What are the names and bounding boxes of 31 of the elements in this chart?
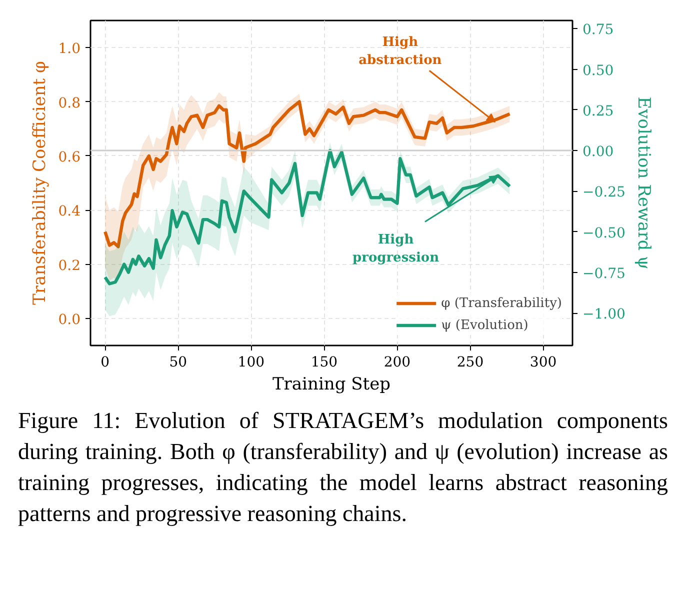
y2-tick-label: −0.50 — [582, 225, 626, 242]
annotation: High abstraction — [358, 35, 442, 68]
y2-axis-title: Evolution Reward ψ — [633, 96, 654, 270]
y2-tick-label: −0.75 — [582, 266, 626, 282]
y-tick-label: 0.8 — [58, 95, 80, 112]
x-tick-label: 150 — [310, 354, 338, 370]
x-tick-label: 0 — [100, 354, 110, 370]
y-tick-label: 0.0 — [58, 312, 80, 328]
x-tick-label: 300 — [530, 354, 557, 370]
annotation: High progression — [352, 232, 440, 266]
legend-label: ψ (Evolution) — [441, 318, 528, 332]
y2-tick-label: 0.25 — [582, 103, 614, 120]
x-tick-label: 200 — [384, 354, 411, 370]
y2-tick-label: 0.00 — [582, 144, 614, 160]
y2-tick-label: 0.50 — [582, 62, 614, 79]
x-axis-title: Training Step — [272, 374, 391, 394]
x-tick-label: 50 — [169, 354, 188, 370]
y-tick-label: 0.4 — [58, 204, 81, 220]
y-tick-label: 1.0 — [58, 41, 80, 58]
x-tick-label: 250 — [456, 354, 484, 370]
y2-tick-label: −0.25 — [582, 184, 626, 201]
y-tick-label: 0.2 — [58, 258, 80, 274]
caption: Figure 11: Evolution of STRATAGEM’s modulation components during training. Both φ (transferability) and ψ (evolution) increase as training progresses, indicating the model learns abstract reasoning patterns and progressive reasoning chains. — [18, 407, 668, 528]
x-tick-label: 100 — [238, 354, 265, 370]
y-axis-title: Transferability Coefficient φ — [30, 60, 50, 305]
y-tick-label: 0.6 — [58, 149, 81, 166]
y2-tick-label: 0.75 — [582, 22, 614, 38]
line-series — [104, 100, 512, 248]
line-series — [104, 148, 512, 286]
y2-tick-label: −1.00 — [582, 306, 626, 322]
legend-label: φ (Transferability) — [441, 296, 562, 310]
